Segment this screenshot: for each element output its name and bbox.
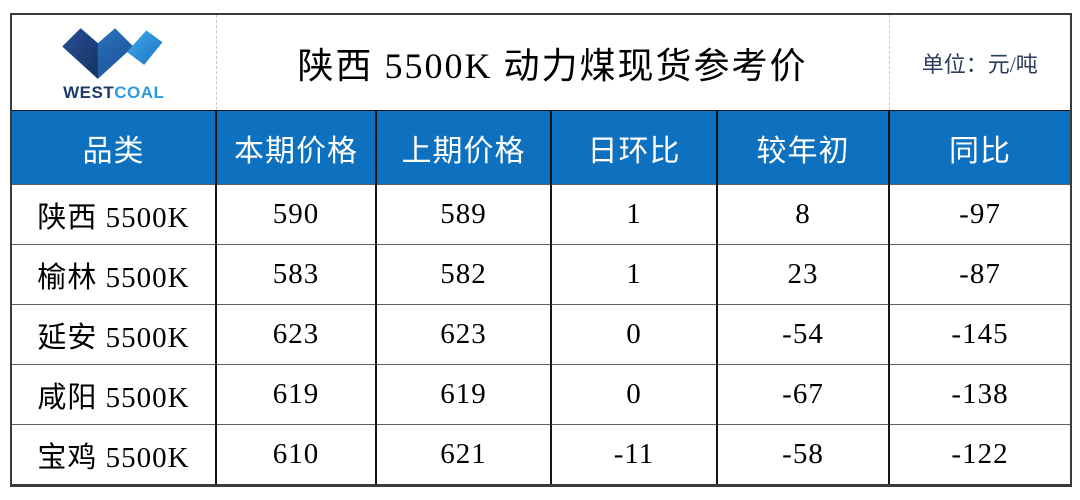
cell-vs-year-start: -54 <box>716 304 889 365</box>
cell-current-price: 619 <box>215 364 376 425</box>
table-row: 宝鸡 5500K 610 621 -11 -58 -122 <box>11 424 1071 486</box>
cell-previous-price: 621 <box>375 424 551 486</box>
price-sheet: WESTCOAL 陕西 5500K 动力煤现货参考价 单位：元/吨 品类 本期价… <box>10 13 1072 487</box>
cell-current-price: 583 <box>215 244 376 305</box>
cell-yoy: -138 <box>888 364 1071 425</box>
cell-previous-price: 619 <box>375 364 551 425</box>
cell-category: 咸阳 5500K <box>11 364 216 425</box>
page-title: 陕西 5500K 动力煤现货参考价 <box>297 45 808 86</box>
westcoal-logo: WESTCOAL <box>59 25 169 101</box>
unit-cell: 单位：元/吨 <box>888 14 1071 111</box>
title-cell: 陕西 5500K 动力煤现货参考价 <box>215 14 889 111</box>
cell-previous-price: 582 <box>375 244 551 305</box>
cell-vs-year-start: 23 <box>716 244 889 305</box>
cell-previous-price: 589 <box>375 184 551 245</box>
table-row: 榆林 5500K 583 582 1 23 -87 <box>11 244 1071 305</box>
cell-category: 宝鸡 5500K <box>11 424 216 486</box>
cell-daily-change: 0 <box>550 304 717 365</box>
cell-daily-change: -11 <box>550 424 717 486</box>
logo-cell: WESTCOAL <box>11 14 216 111</box>
column-header-yoy: 同比 <box>888 110 1071 185</box>
table-row: 咸阳 5500K 619 619 0 -67 -138 <box>11 364 1071 425</box>
logo-wordmark: WESTCOAL <box>63 84 164 101</box>
column-header-row: 品类 本期价格 上期价格 日环比 较年初 同比 <box>11 110 1071 185</box>
cell-yoy: -145 <box>888 304 1071 365</box>
brand-band: WESTCOAL 陕西 5500K 动力煤现货参考价 单位：元/吨 <box>11 14 1071 111</box>
table-row: 延安 5500K 623 623 0 -54 -145 <box>11 304 1071 365</box>
cell-yoy: -87 <box>888 244 1071 305</box>
column-header-daily-change: 日环比 <box>550 110 717 185</box>
cell-yoy: -97 <box>888 184 1071 245</box>
cell-current-price: 610 <box>215 424 376 486</box>
cell-daily-change: 1 <box>550 184 717 245</box>
column-header-category: 品类 <box>11 110 216 185</box>
cell-vs-year-start: -67 <box>716 364 889 425</box>
coal-price-table: WESTCOAL 陕西 5500K 动力煤现货参考价 单位：元/吨 品类 本期价… <box>10 13 1072 487</box>
cell-category: 延安 5500K <box>11 304 216 365</box>
cell-daily-change: 1 <box>550 244 717 305</box>
cell-previous-price: 623 <box>375 304 551 365</box>
cell-vs-year-start: 8 <box>716 184 889 245</box>
cell-yoy: -122 <box>888 424 1071 486</box>
cell-daily-change: 0 <box>550 364 717 425</box>
cell-vs-year-start: -58 <box>716 424 889 486</box>
logo-word-west: WEST <box>63 82 115 102</box>
column-header-previous-price: 上期价格 <box>375 110 551 185</box>
table-row: 陕西 5500K 590 589 1 8 -97 <box>11 184 1071 245</box>
cell-current-price: 590 <box>215 184 376 245</box>
unit-label: 单位：元/吨 <box>921 51 1038 77</box>
cell-category: 陕西 5500K <box>11 184 216 245</box>
column-header-current-price: 本期价格 <box>215 110 376 185</box>
cell-current-price: 623 <box>215 304 376 365</box>
westcoal-logo-icon <box>62 27 163 79</box>
cell-category: 榆林 5500K <box>11 244 216 305</box>
logo-word-coal: COAL <box>114 82 165 102</box>
column-header-vs-year-start: 较年初 <box>716 110 889 185</box>
